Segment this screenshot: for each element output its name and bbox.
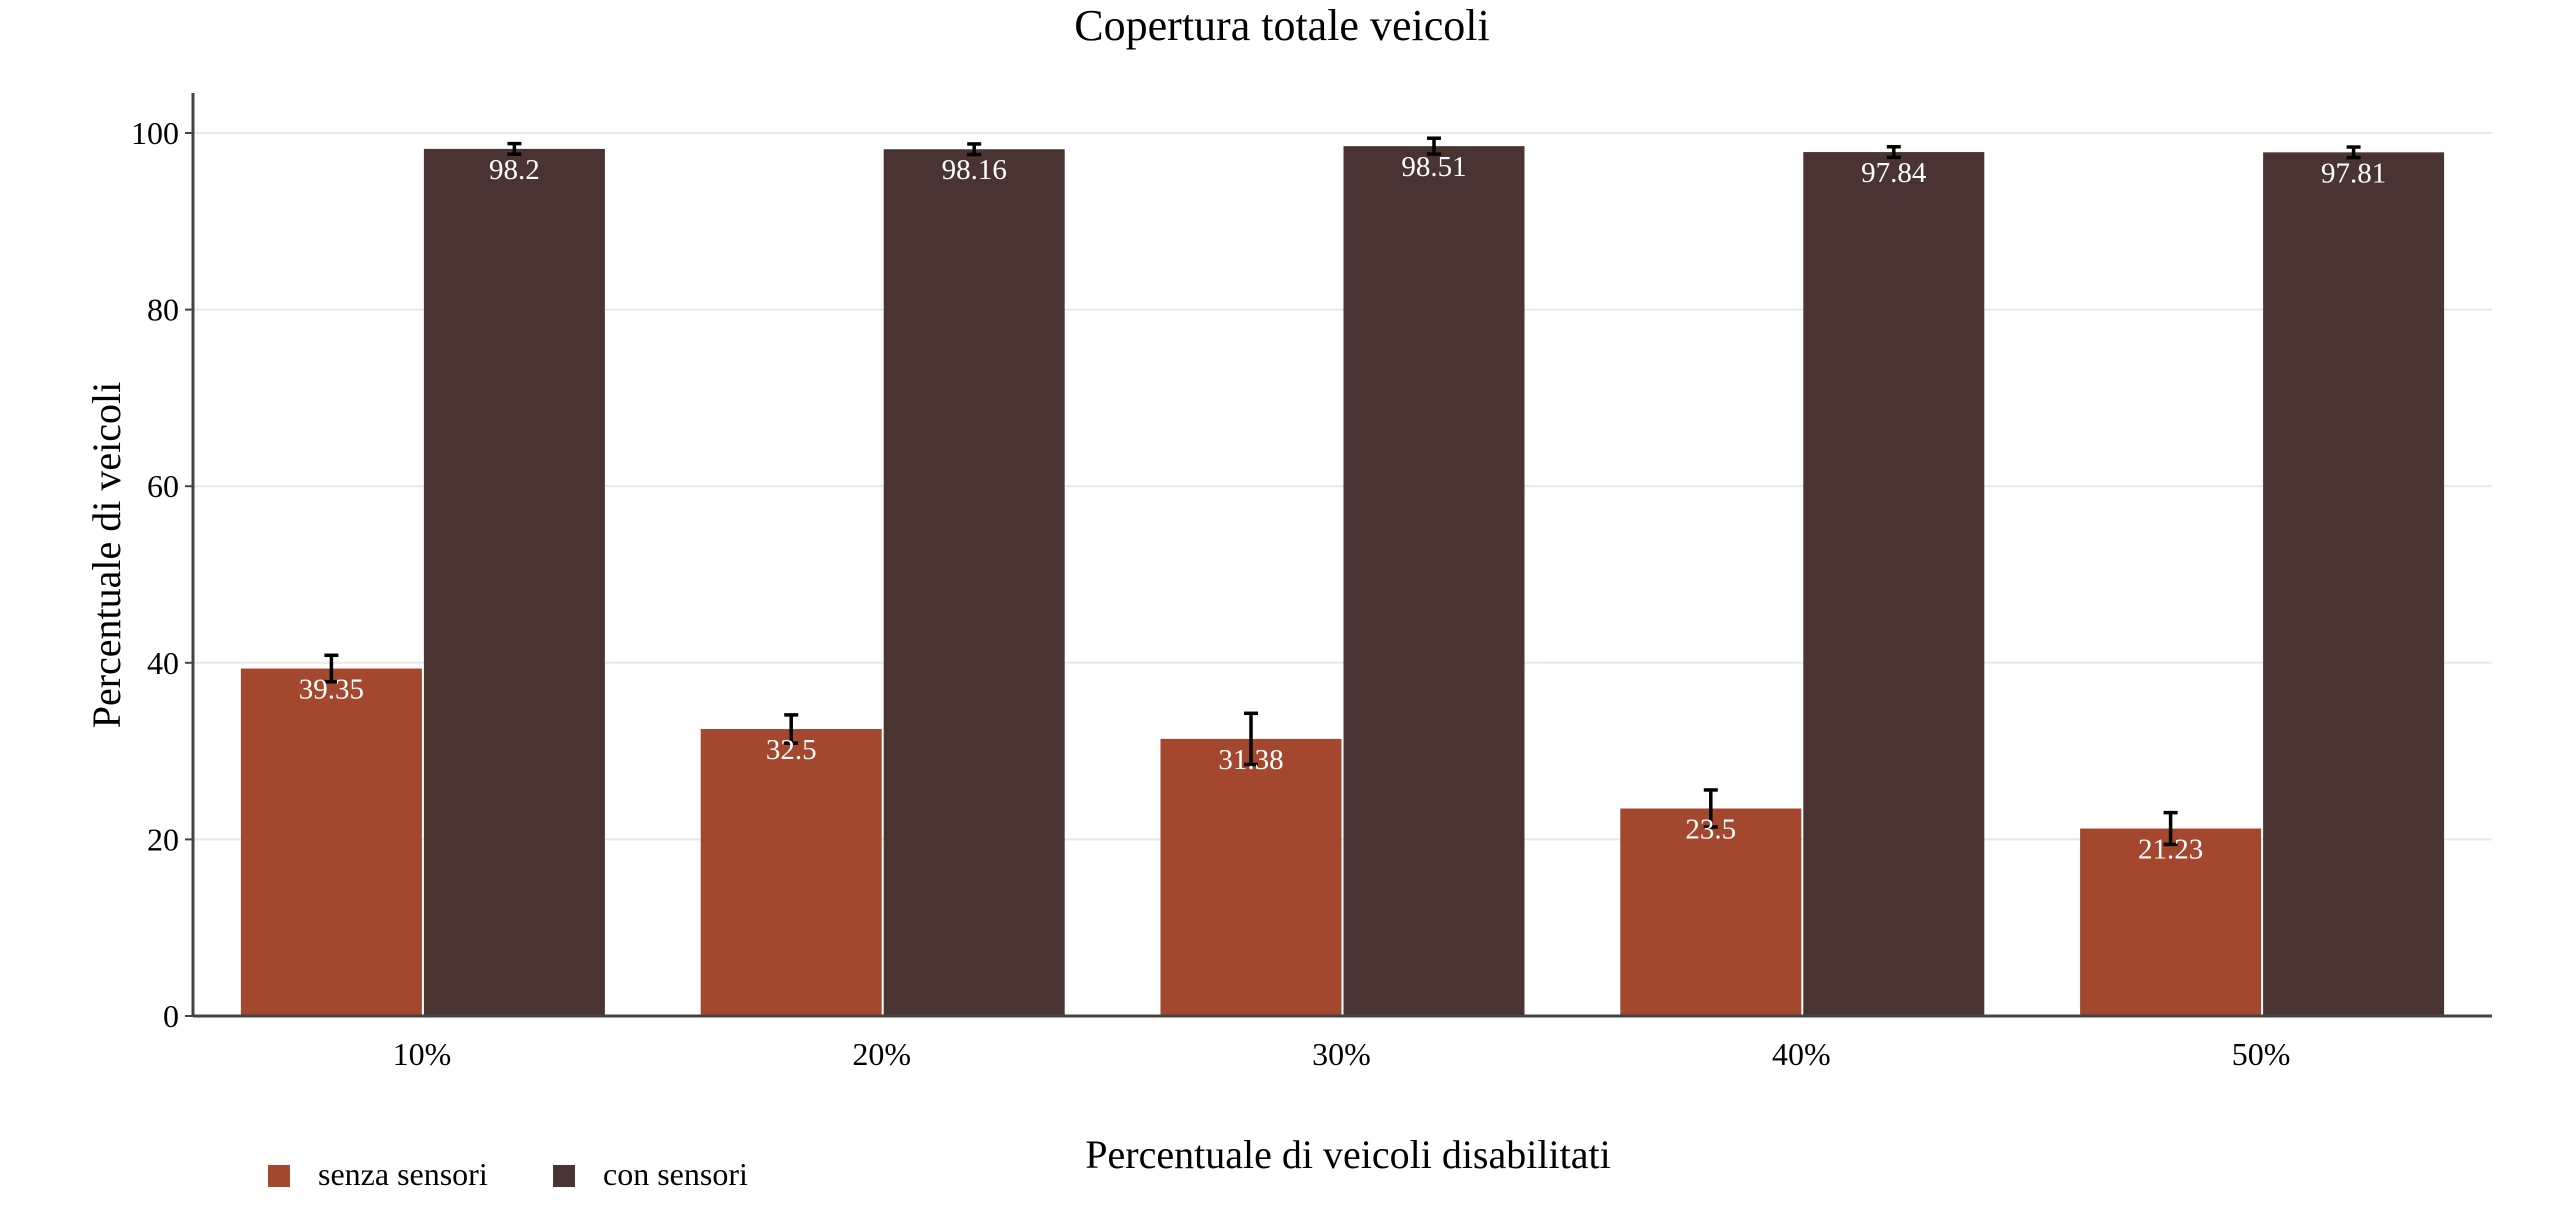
error-bar <box>784 713 799 745</box>
y-tick-label: 100 <box>131 115 179 151</box>
legend-item[interactable]: con sensori <box>553 1156 748 1192</box>
bar-value-label: 21.23 <box>2138 834 2203 866</box>
y-tick-label: 20 <box>147 821 179 857</box>
error-bar <box>1886 145 1901 160</box>
y-axis-title: Percentuale di veicoli <box>84 382 129 729</box>
legend: senza sensori con sensori <box>268 1156 748 1192</box>
error-bar <box>2163 810 2178 847</box>
x-tick-label: 10% <box>393 1036 452 1072</box>
y-tick-label: 80 <box>147 292 179 328</box>
chart-title: Copertura totale veicoli <box>1074 1 1489 50</box>
x-tick-label: 50% <box>2232 1036 2291 1072</box>
bar-value-label: 39.35 <box>299 674 364 706</box>
error-bars <box>324 136 2361 847</box>
bar <box>2080 828 2262 1016</box>
bar-value-label: 32.5 <box>766 734 817 766</box>
x-axis-title: Percentuale di veicoli disabilitati <box>1085 1132 1610 1177</box>
bar-value-label: 97.81 <box>2321 157 2386 189</box>
bar <box>700 729 882 1016</box>
x-ticks: 10% 20% 30% 40% 50% <box>393 1036 2291 1072</box>
bar <box>883 149 1065 1016</box>
bars <box>240 146 2445 1017</box>
bar-value-labels: 39.35 98.2 32.5 98.16 31.38 98.51 23.5 97.84 21.… <box>299 151 2386 865</box>
bar-value-label: 31.38 <box>1218 744 1283 776</box>
error-bar <box>1427 136 1441 156</box>
bar-value-label: 98.2 <box>489 154 540 186</box>
y-ticks: 0 20 40 60 80 100 <box>131 115 193 1034</box>
bar <box>1803 152 1985 1016</box>
x-tick-label: 30% <box>1312 1036 1371 1072</box>
bar <box>1160 738 1342 1016</box>
axes <box>191 93 2492 1018</box>
error-bar <box>1244 711 1258 767</box>
bar-value-label: 98.16 <box>942 154 1007 186</box>
y-tick-label: 0 <box>163 998 179 1034</box>
bar <box>1620 808 1802 1016</box>
y-tick-label: 60 <box>147 468 179 504</box>
bar-value-label: 98.51 <box>1401 151 1466 183</box>
legend-swatch <box>553 1165 575 1187</box>
error-bar <box>2346 145 2361 160</box>
y-tick-label: 40 <box>147 645 179 681</box>
bar <box>240 668 422 1016</box>
bar-value-label: 97.84 <box>1861 157 1927 189</box>
legend-swatch <box>268 1165 290 1187</box>
legend-label: con sensori <box>603 1156 748 1192</box>
legend-item[interactable]: senza sensori <box>268 1156 488 1192</box>
error-bar <box>507 141 522 156</box>
bar-value-label: 23.5 <box>1685 813 1736 845</box>
error-bar <box>1703 788 1718 829</box>
bar <box>2263 152 2445 1016</box>
error-bar <box>324 653 339 684</box>
bar <box>423 148 605 1017</box>
x-tick-label: 40% <box>1772 1036 1831 1072</box>
x-tick-label: 20% <box>852 1036 911 1072</box>
bar <box>1343 146 1525 1017</box>
legend-label: senza sensori <box>318 1156 488 1192</box>
error-bar <box>967 142 982 157</box>
